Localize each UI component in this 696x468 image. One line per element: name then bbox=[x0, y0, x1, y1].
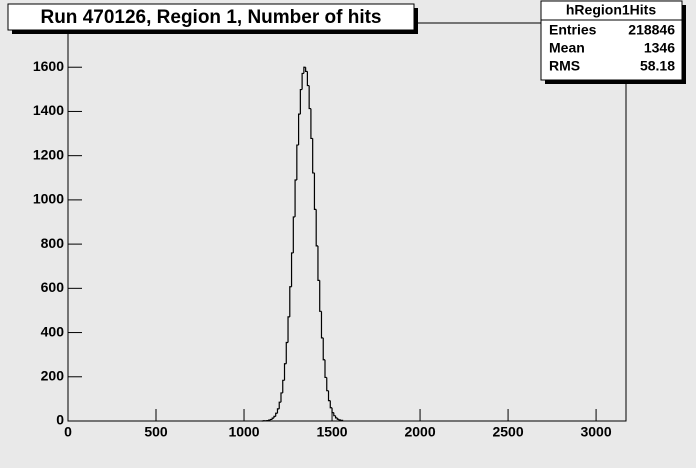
stats-value: 1346 bbox=[644, 40, 675, 56]
histogram-bin bbox=[317, 245, 320, 281]
histogram-bin bbox=[289, 286, 292, 317]
chart-title: Run 470126, Region 1, Number of hits bbox=[40, 7, 381, 28]
x-tick-label: 500 bbox=[144, 424, 168, 440]
histogram-bin bbox=[294, 179, 297, 217]
histogram-bin bbox=[333, 412, 336, 417]
histogram-bin bbox=[271, 417, 274, 420]
stats-box bbox=[540, 0, 683, 81]
y-tick-label: 1200 bbox=[33, 146, 64, 162]
stats-label: Mean bbox=[549, 40, 585, 56]
stats-value: 58.18 bbox=[640, 58, 675, 74]
histogram-bin bbox=[278, 401, 281, 409]
histogram-bin bbox=[336, 417, 340, 420]
histogram-bin bbox=[282, 379, 285, 393]
histogram-bin bbox=[320, 311, 324, 339]
x-tick-label: 3000 bbox=[580, 424, 611, 440]
histogram-bin bbox=[305, 67, 308, 73]
histogram-bin bbox=[285, 341, 289, 364]
histogram-bin bbox=[312, 138, 315, 174]
stats-label: RMS bbox=[549, 58, 580, 74]
histogram-bin bbox=[329, 400, 333, 409]
y-tick-label: 0 bbox=[56, 412, 64, 428]
y-tick-label: 800 bbox=[41, 235, 65, 251]
histogram-bin bbox=[338, 419, 341, 421]
y-tick-label: 200 bbox=[41, 367, 65, 383]
histogram-bin bbox=[287, 316, 290, 343]
y-tick-label: 600 bbox=[41, 279, 65, 295]
y-tick-label: 400 bbox=[41, 323, 65, 339]
histogram-bin bbox=[324, 359, 327, 379]
histogram-bin bbox=[303, 66, 306, 74]
x-tick-label: 1000 bbox=[228, 424, 259, 440]
histogram-bin bbox=[280, 392, 283, 403]
histogram-bin bbox=[322, 337, 325, 361]
histogram-bin bbox=[273, 415, 276, 419]
y-tick-label: 1600 bbox=[33, 58, 64, 74]
histogram-bin bbox=[334, 415, 338, 419]
histogram-bin bbox=[340, 419, 344, 421]
x-tick-label: 0 bbox=[64, 424, 72, 440]
histogram-bin bbox=[297, 113, 301, 146]
stats-value: 218846 bbox=[628, 22, 675, 38]
y-tick-label: 1400 bbox=[33, 102, 64, 118]
title-box bbox=[7, 3, 415, 31]
frame bbox=[67, 22, 627, 422]
stats-title: hRegion1Hits bbox=[566, 2, 656, 18]
stats-rows: Entries 218846 Mean 1346 RMS 58.18 bbox=[549, 22, 675, 74]
x-tick-label: 1500 bbox=[316, 424, 347, 440]
histogram-bin bbox=[290, 252, 294, 287]
histogram-bin bbox=[269, 418, 273, 421]
x-tick-label: 2000 bbox=[404, 424, 435, 440]
histogram-bin bbox=[276, 408, 280, 414]
histogram-bin bbox=[306, 71, 310, 87]
y-tick-label: 1000 bbox=[33, 191, 64, 207]
stats-label: Entries bbox=[549, 22, 597, 38]
x-tick-label: 2500 bbox=[492, 424, 523, 440]
